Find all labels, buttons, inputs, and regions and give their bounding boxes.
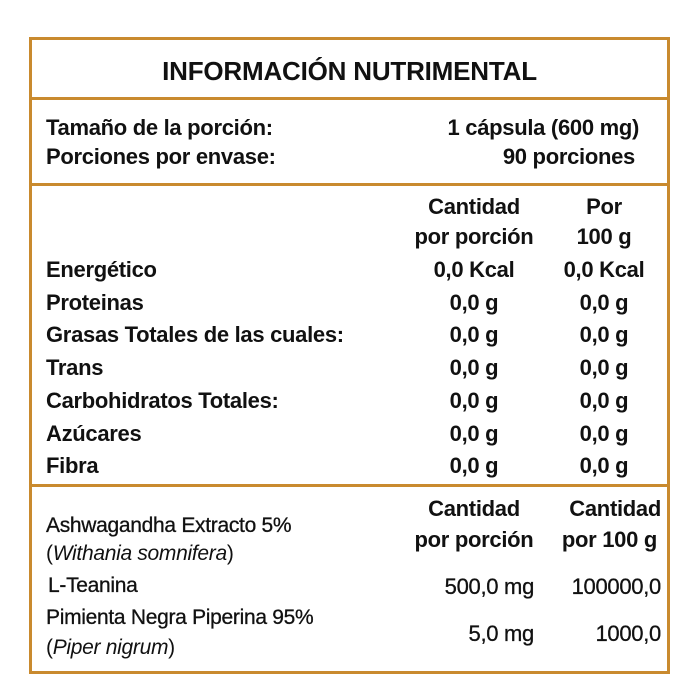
ingredient-scientific-text: Piper nigrum bbox=[52, 636, 169, 659]
ingredient-scientific-name: (Piper nigrum) bbox=[46, 636, 175, 659]
serving-size-value: 1 cápsula (600 mg) bbox=[447, 115, 640, 140]
servings-per-container-label: Porciones por envase: bbox=[46, 144, 276, 169]
nutrient-per-serving: 0,0 g bbox=[449, 355, 499, 380]
nutrient-per-100g: 0,0 g bbox=[579, 388, 629, 413]
nutrient-per-serving: 0,0 g bbox=[449, 421, 499, 446]
ingredient-name: Ashwagandha Extracto 5% bbox=[46, 514, 292, 537]
nutrients-header-per-serving-line1: Cantidad bbox=[428, 194, 520, 219]
servings-per-container-value: 90 porciones bbox=[502, 144, 635, 169]
nutrient-per-serving: 0,0 g bbox=[449, 290, 499, 315]
nutrient-per-100g: 0,0 g bbox=[579, 453, 629, 478]
label-title: INFORMACIÓN NUTRIMENTAL bbox=[162, 56, 537, 86]
nutrients-header-per-100g-line1: Por bbox=[586, 194, 622, 219]
nutrient-per-serving: 0,0 g bbox=[449, 453, 499, 478]
ingredients-header-per-100g-line1: Cantidad bbox=[569, 496, 661, 521]
nutrient-per-serving: 0,0 g bbox=[449, 322, 499, 347]
nutrient-per-100g: 0,0 g bbox=[579, 421, 629, 446]
nutrient-name: Trans bbox=[46, 355, 104, 380]
ingredients-header-per-serving-line2: por porción bbox=[414, 527, 534, 552]
ingredient-name: L-Teanina bbox=[48, 574, 138, 597]
ingredient-per-100g: 100000,0 bbox=[571, 574, 661, 599]
nutrient-per-100g: 0,0 g bbox=[579, 355, 629, 380]
nutrient-per-serving: 0,0 g bbox=[449, 388, 499, 413]
nutrient-name: Azúcares bbox=[46, 421, 142, 446]
ingredient-scientific-name: (Withania somnifera) bbox=[46, 542, 234, 565]
ingredient-per-serving: 5,0 mg bbox=[468, 621, 534, 646]
nutrient-per-100g: 0,0 Kcal bbox=[563, 257, 645, 282]
nutrient-per-100g: 0,0 g bbox=[579, 322, 629, 347]
divider-serving bbox=[32, 183, 667, 186]
nutrition-facts-label: INFORMACIÓN NUTRIMENTAL Tamaño de la por… bbox=[29, 37, 670, 674]
ingredient-per-100g: 1000,0 bbox=[595, 621, 661, 646]
nutrient-name: Energético bbox=[46, 257, 157, 282]
ingredient-per-serving: 500,0 mg bbox=[444, 574, 535, 599]
serving-size-label: Tamaño de la porción: bbox=[46, 115, 273, 140]
ingredients-header-per-serving-line1: Cantidad bbox=[428, 496, 520, 521]
nutrient-per-serving: 0,0 Kcal bbox=[433, 257, 515, 282]
nutrients-header-per-100g-line2: 100 g bbox=[576, 224, 632, 249]
nutrients-header-per-serving-line2: por porción bbox=[414, 224, 534, 249]
nutrient-name: Proteinas bbox=[46, 290, 144, 315]
nutrient-name: Carbohidratos Totales: bbox=[46, 388, 279, 413]
nutrient-name: Fibra bbox=[46, 453, 99, 478]
ingredients-header-per-100g-line2: por 100 g bbox=[561, 527, 657, 552]
ingredient-name: Pimienta Negra Piperina 95% bbox=[46, 606, 314, 629]
ingredient-scientific-text: Withania somnifera bbox=[52, 542, 227, 565]
nutrient-per-100g: 0,0 g bbox=[579, 290, 629, 315]
divider-nutrients bbox=[32, 484, 667, 487]
divider-title bbox=[32, 97, 667, 100]
nutrient-name: Grasas Totales de las cuales: bbox=[46, 322, 344, 347]
